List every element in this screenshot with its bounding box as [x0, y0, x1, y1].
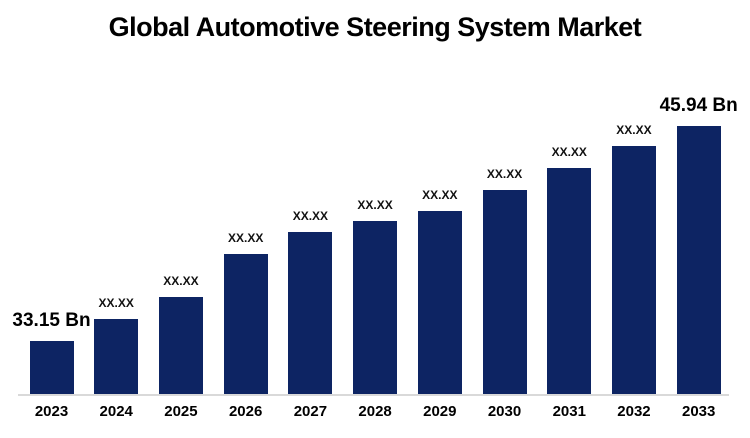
x-axis-tick-label-2031: 2031	[552, 403, 586, 420]
chart-title: Global Automotive Steering System Market	[108, 12, 642, 42]
bar-2024	[94, 319, 139, 394]
bar-2030	[482, 190, 527, 394]
bar-value-label-2031: XX.XX	[551, 145, 587, 159]
x-axis-tick-label-2028: 2028	[358, 403, 392, 420]
plot-area: 33.15 Bn XX.XX XX.XX XX.XX XX.XX XX.XX XX.XX XX…	[12, 96, 738, 394]
bar-value-label-2025: XX.XX	[163, 274, 199, 288]
x-axis-line	[18, 394, 729, 396]
x-axis-tick-label-2026: 2026	[228, 403, 263, 420]
bar-value-label-2028: XX.XX	[357, 198, 393, 212]
x-axis-tick-label-2027: 2027	[293, 403, 328, 420]
bar-2026	[223, 254, 268, 394]
x-axis-tick-label-2030: 2030	[487, 403, 522, 420]
bar-2025	[158, 297, 203, 394]
bar-value-label-2029: XX.XX	[422, 188, 458, 202]
x-axis-tick-label-2025: 2025	[164, 403, 198, 420]
bar-value-label-2032: XX.XX	[616, 123, 652, 137]
x-axis-tick-label-2033: 2033	[682, 403, 716, 420]
bar-value-label-2027: XX.XX	[292, 209, 329, 223]
bar-value-label-2024: XX.XX	[98, 296, 134, 310]
bar-2028	[353, 221, 398, 394]
x-axis-tick-label-2024: 2024	[99, 403, 133, 420]
bar-2032	[611, 146, 656, 394]
x-axis-tick-label-2023: 2023	[34, 403, 69, 420]
bar-value-label-2033: 45.94 Bn	[659, 95, 738, 116]
bar-2033	[676, 126, 721, 394]
bar-2023	[29, 341, 74, 394]
bar-2029	[417, 211, 462, 394]
bar-2031	[547, 168, 592, 394]
x-axis-tick-label-2029: 2029	[423, 403, 457, 420]
bar-value-label-2023: 33.15 Bn	[12, 310, 91, 331]
bar-value-label-2030: XX.XX	[486, 167, 523, 181]
x-axis-tick-label-2032: 2032	[617, 403, 651, 420]
bar-2027	[288, 232, 333, 394]
bar-value-label-2026: XX.XX	[227, 231, 264, 245]
